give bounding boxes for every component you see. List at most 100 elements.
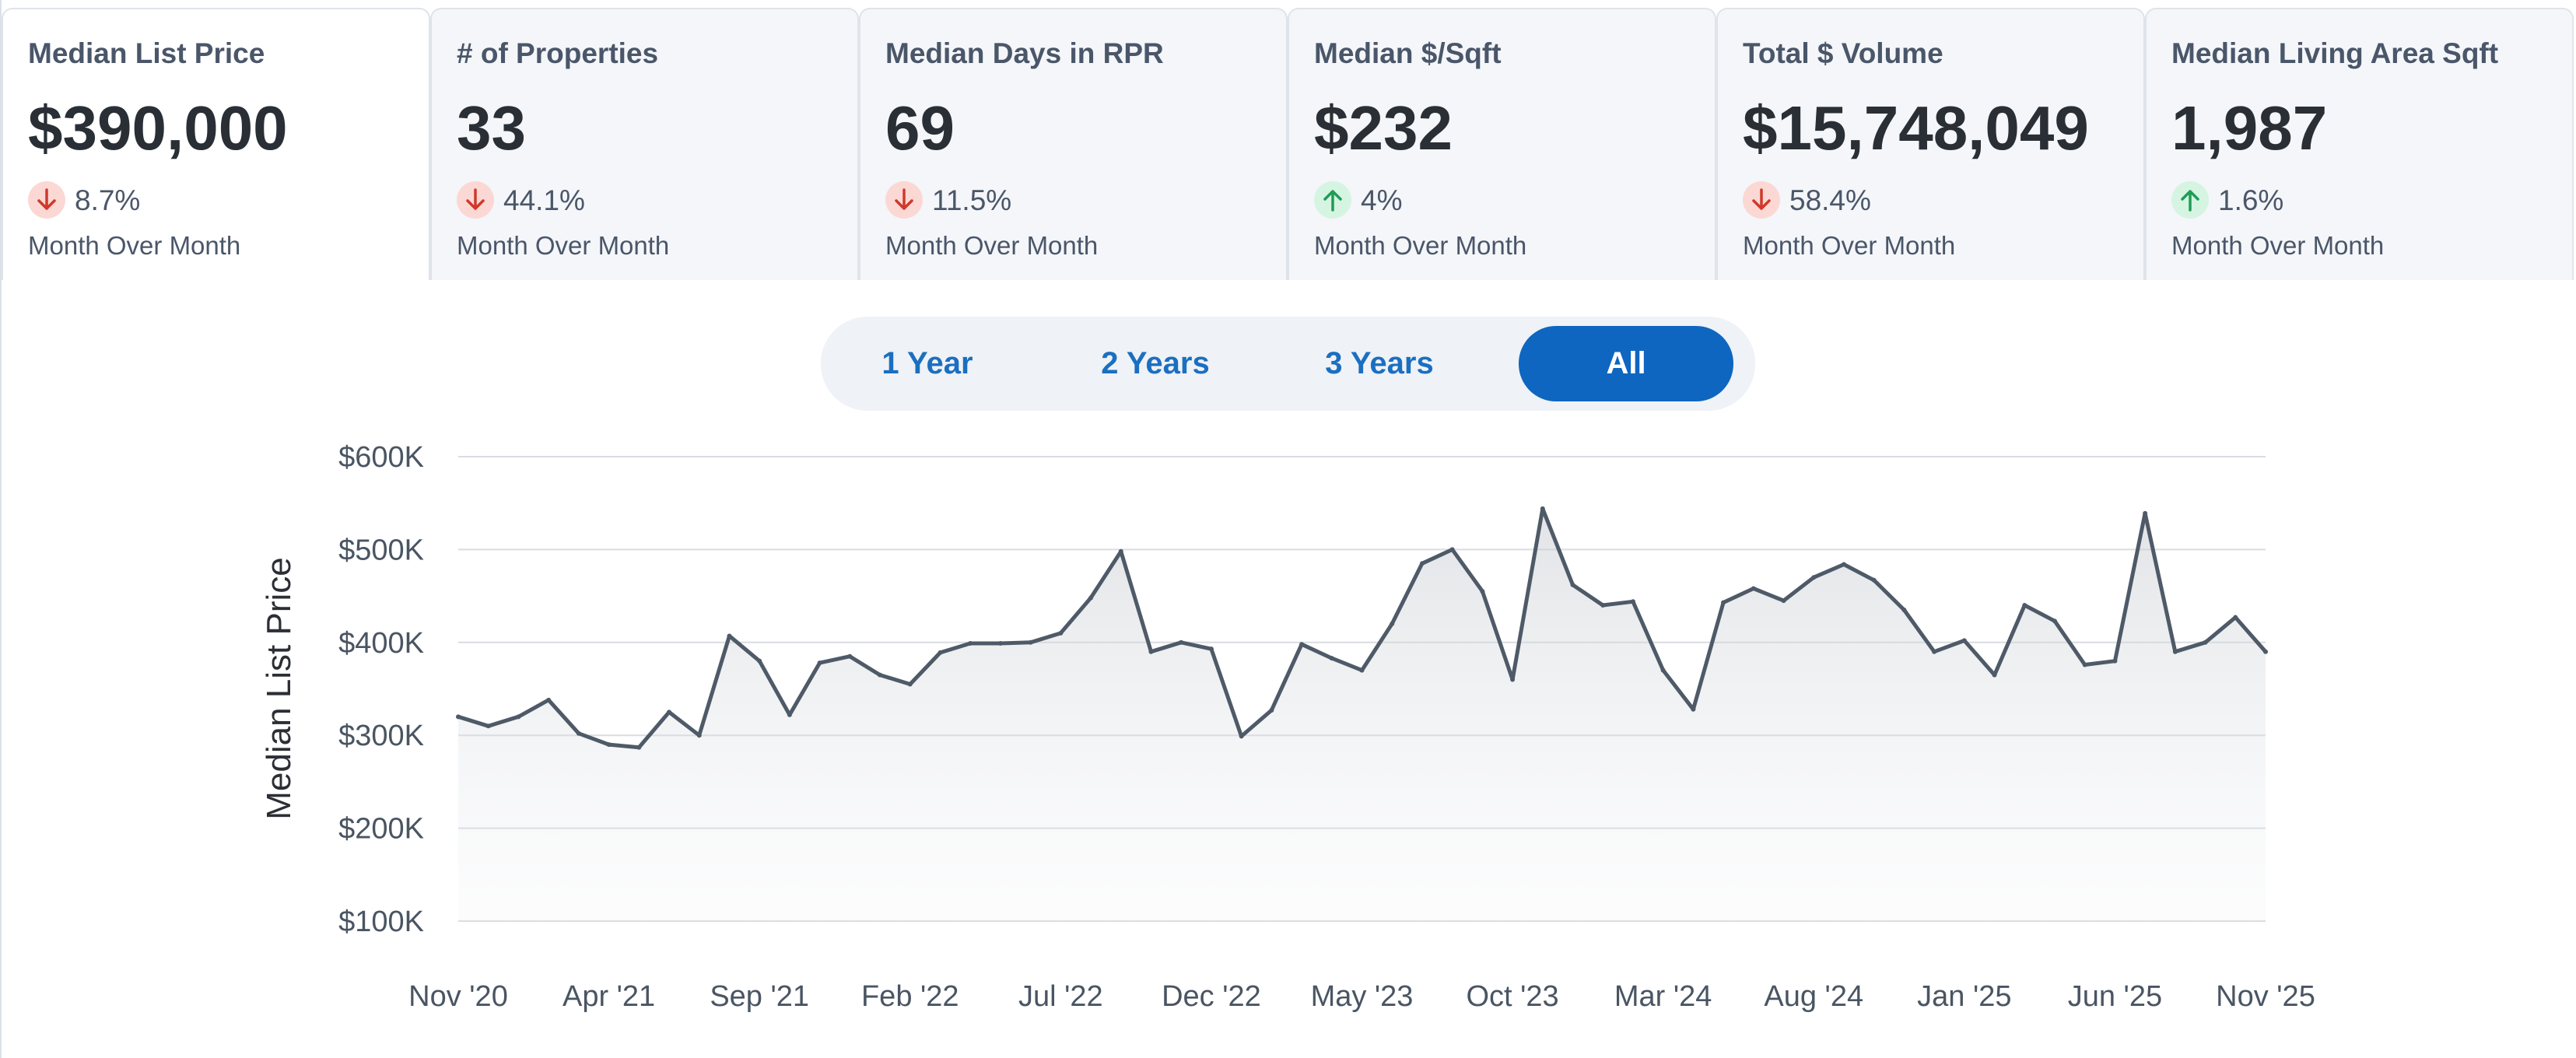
data-point (1811, 575, 1817, 580)
change-period: Month Over Month (885, 231, 1099, 260)
data-point (1961, 638, 1967, 643)
data-point (576, 730, 581, 736)
x-tick-label: Sep '21 (710, 980, 809, 1013)
data-point (667, 709, 672, 715)
x-tick-label: Feb '22 (861, 980, 959, 1013)
range-3-years-button[interactable]: 3 Years (1325, 346, 1434, 380)
data-point (456, 714, 461, 720)
change-percent: 44.1% (503, 184, 585, 216)
x-tick-label: Jun '25 (2068, 980, 2162, 1013)
data-point (485, 723, 491, 729)
y-axis-title: Median List Price (260, 557, 298, 819)
tile-title: Total $ Volume (1743, 37, 1943, 69)
data-point (1299, 642, 1305, 647)
x-tick-label: May '23 (1311, 980, 1414, 1013)
data-point (1208, 646, 1214, 652)
tile-median-days[interactable]: Median Days in RPR 69 11.5% Month Over M… (859, 8, 1288, 280)
arrow-up-icon (2171, 181, 2209, 219)
tile-title: Median Days in RPR (885, 37, 1164, 69)
data-point (1239, 734, 1244, 739)
series-area (458, 508, 2266, 921)
data-point (2203, 639, 2208, 645)
y-tick-label: $100K (338, 906, 424, 938)
data-point (1841, 562, 1846, 567)
y-tick-label: $400K (338, 627, 424, 660)
change-percent: 11.5% (932, 184, 1012, 216)
tile-value: $390,000 (28, 93, 288, 163)
data-point (1660, 667, 1666, 673)
data-point (997, 640, 1003, 646)
tile-total-volume[interactable]: Total $ Volume $15,748,049 58.4% Month O… (1716, 8, 2145, 280)
data-point (1329, 656, 1334, 661)
data-point (1179, 639, 1184, 645)
data-point (968, 640, 973, 646)
data-point (2233, 615, 2238, 620)
data-point (636, 744, 642, 750)
tile-median-price-per-sqft[interactable]: Median $/Sqft $232 4% Month Over Month (1288, 8, 1716, 280)
data-point (1901, 608, 1907, 613)
tile-title: Median $/Sqft (1314, 37, 1502, 69)
data-point (1359, 667, 1365, 673)
data-point (1058, 630, 1064, 636)
tile-title: Median Living Area Sqft (2171, 37, 2499, 69)
range-2-years-button[interactable]: 2 Years (1101, 346, 1210, 380)
tile-change: 44.1% (457, 181, 857, 219)
data-point (1028, 639, 1033, 645)
range-all-button[interactable]: All (1519, 326, 1733, 401)
series-points (456, 506, 2268, 750)
data-point (1540, 506, 1545, 511)
arrow-down-icon (28, 181, 65, 219)
x-tick-label: Mar '24 (1614, 980, 1712, 1013)
data-point (2112, 658, 2118, 664)
data-point (1449, 547, 1455, 552)
data-point (727, 633, 732, 639)
data-point (1118, 548, 1123, 554)
x-tick-label: Nov '20 (408, 980, 508, 1013)
data-point (757, 658, 762, 664)
tile-median-living-area[interactable]: Median Living Area Sqft 1,987 1.6% Month… (2145, 8, 2574, 280)
tile-change: 8.7% (28, 181, 429, 219)
data-point (2143, 510, 2148, 516)
data-point (606, 742, 612, 748)
change-period: Month Over Month (457, 231, 670, 260)
data-point (907, 681, 913, 687)
y-tick-label: $600K (338, 441, 424, 474)
change-percent: 1.6% (2218, 184, 2284, 216)
tile-value: $232 (1314, 93, 1453, 163)
x-tick-label: Oct '23 (1466, 980, 1558, 1013)
data-point (1510, 677, 1516, 682)
data-point (1751, 586, 1756, 591)
tile-change: 58.4% (1743, 181, 2143, 219)
data-point (2052, 618, 2057, 624)
y-axis: $100K $200K $300K $400K $500K $600K (338, 441, 424, 938)
tile-change: 1.6% (2171, 181, 2572, 219)
change-percent: 4% (1361, 184, 1403, 216)
change-period: Month Over Month (1314, 231, 1527, 260)
tile-value: $15,748,049 (1743, 93, 2089, 163)
time-range-selector: 1 Year 2 Years 3 Years All (821, 317, 1755, 411)
range-1-year-button[interactable]: 1 Year (881, 346, 973, 380)
change-period: Month Over Month (28, 231, 241, 260)
tile-num-properties[interactable]: # of Properties 33 44.1% Month Over Mont… (430, 8, 859, 280)
data-point (2022, 603, 2028, 608)
data-point (1480, 589, 1485, 594)
tile-median-list-price[interactable]: Median List Price $390,000 8.7% Month Ov… (2, 8, 430, 280)
x-tick-label: Jul '22 (1018, 980, 1103, 1013)
x-tick-label: Nov '25 (2216, 980, 2315, 1013)
data-point (1992, 672, 1997, 678)
tile-value: 33 (457, 93, 526, 163)
data-point (847, 653, 853, 659)
data-point (1630, 599, 1635, 604)
x-tick-label: Aug '24 (1764, 980, 1863, 1013)
data-point (2172, 649, 2178, 654)
change-period: Month Over Month (2171, 231, 2385, 260)
data-point (1390, 621, 1395, 626)
tile-change: 11.5% (885, 181, 1286, 219)
data-point (516, 714, 521, 720)
change-percent: 8.7% (75, 184, 141, 216)
arrow-down-icon (885, 181, 923, 219)
data-point (1721, 600, 1726, 605)
arrow-down-icon (1743, 181, 1780, 219)
